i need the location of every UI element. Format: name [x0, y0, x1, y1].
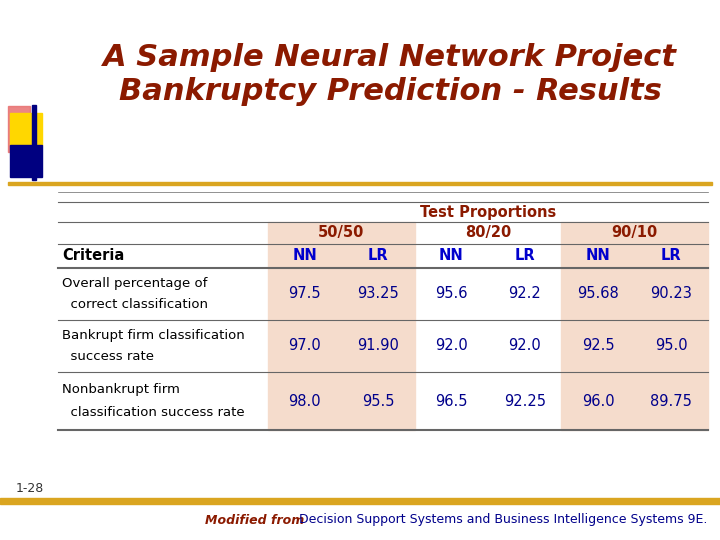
Bar [562, 222, 634, 430]
Text: 50/50: 50/50 [318, 226, 364, 240]
Bar [8, 106, 30, 152]
Text: LR: LR [368, 248, 388, 264]
Text: Bankruptcy Prediction - Results: Bankruptcy Prediction - Results [119, 78, 662, 106]
Text: NN: NN [439, 248, 464, 264]
Text: 96.0: 96.0 [582, 394, 614, 408]
Bar [10, 113, 42, 145]
Text: NN: NN [292, 248, 317, 264]
Text: 97.5: 97.5 [288, 287, 321, 301]
Text: NN: NN [585, 248, 611, 264]
Text: 95.68: 95.68 [577, 287, 619, 301]
Text: 95.0: 95.0 [655, 339, 688, 354]
Text: classification success rate: classification success rate [62, 406, 245, 419]
Text: 91.90: 91.90 [357, 339, 399, 354]
Text: Test Proportions: Test Proportions [420, 205, 556, 219]
Text: 96.5: 96.5 [435, 394, 467, 408]
Bar [268, 222, 341, 430]
Text: 89.75: 89.75 [650, 394, 692, 408]
Text: success rate: success rate [62, 350, 154, 363]
Text: Decision Support Systems and Business Intelligence Systems 9E.: Decision Support Systems and Business In… [295, 514, 707, 526]
Text: correct classification: correct classification [62, 299, 208, 312]
Text: 1-28: 1-28 [16, 482, 44, 495]
Text: A Sample Neural Network Project: A Sample Neural Network Project [103, 44, 677, 72]
Text: 98.0: 98.0 [288, 394, 321, 408]
Text: 97.0: 97.0 [288, 339, 321, 354]
Text: 95.5: 95.5 [361, 394, 395, 408]
Bar [8, 182, 712, 185]
Text: 80/20: 80/20 [465, 226, 511, 240]
Text: 92.5: 92.5 [582, 339, 614, 354]
Text: Nonbankrupt firm: Nonbankrupt firm [62, 383, 180, 396]
Text: 95.6: 95.6 [435, 287, 467, 301]
Bar [634, 222, 708, 430]
Text: 92.0: 92.0 [435, 339, 468, 354]
Text: 92.2: 92.2 [508, 287, 541, 301]
Bar [10, 145, 42, 177]
Bar [0, 498, 720, 504]
Text: 92.0: 92.0 [508, 339, 541, 354]
Text: 92.25: 92.25 [504, 394, 546, 408]
Text: Bankrupt firm classification: Bankrupt firm classification [62, 328, 245, 341]
Text: 93.25: 93.25 [357, 287, 399, 301]
Text: 90/10: 90/10 [611, 226, 658, 240]
Bar [32, 105, 36, 180]
Text: Criteria: Criteria [62, 248, 125, 264]
Text: LR: LR [514, 248, 535, 264]
Text: LR: LR [661, 248, 682, 264]
Text: 90.23: 90.23 [650, 287, 692, 301]
Bar [341, 222, 415, 430]
Text: Modified from: Modified from [205, 514, 305, 526]
Text: Overall percentage of: Overall percentage of [62, 276, 207, 289]
